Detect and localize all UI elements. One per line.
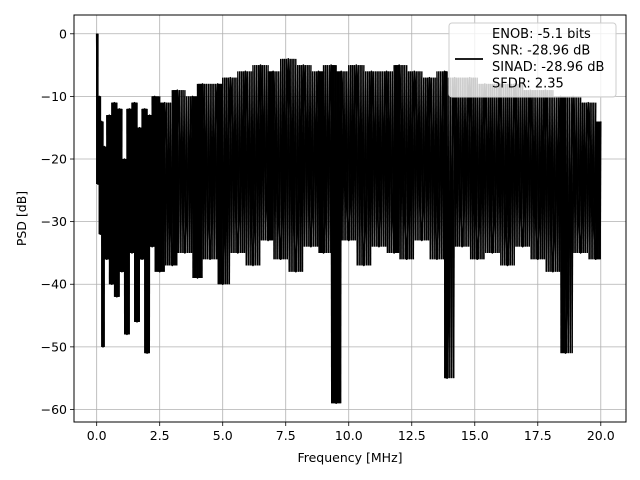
legend: ENOB: -5.1 bits SNR: -28.96 dB SINAD: -2… [448,22,617,98]
x-axis-label: Frequency [MHz] [297,450,402,465]
y-axis-label: PSD [dB] [14,191,29,246]
x-tick-label: 10.0 [335,428,363,443]
x-tick-label: 12.5 [398,428,426,443]
x-tick-label: 7.5 [276,428,296,443]
x-tick-label: 20.0 [587,428,615,443]
x-tick-label: 0.0 [87,428,107,443]
psd-series-segment [599,121,602,260]
plot-frame [73,14,627,423]
y-tick-label: −20 [41,152,67,167]
y-tick-label: −10 [41,89,67,104]
legend-box [448,22,617,98]
y-tick-label: −50 [41,339,67,354]
legend-enob: ENOB: -5.1 bits [492,27,591,42]
y-tick-label: −30 [41,214,67,229]
series-layer [95,33,602,405]
ticks: 0.0 2.5 5.0 7.5 10.0 12.5 15.0 17.5 20.0 0 −10 −20 −… [41,26,615,443]
legend-sfdr: SFDR: 2.35 [492,77,564,92]
psd-series-line [95,33,602,405]
legend-sinad: SINAD: -28.96 dB [492,60,604,75]
x-tick-label: 2.5 [150,428,170,443]
x-tick-label: 5.0 [213,428,233,443]
y-tick-label: 0 [59,26,67,41]
x-tick-label: 15.0 [461,428,489,443]
y-tick-label: −60 [41,402,67,417]
legend-snr: SNR: -28.96 dB [492,44,590,59]
y-tick-label: −40 [41,277,67,292]
x-tick-label: 17.5 [524,428,552,443]
